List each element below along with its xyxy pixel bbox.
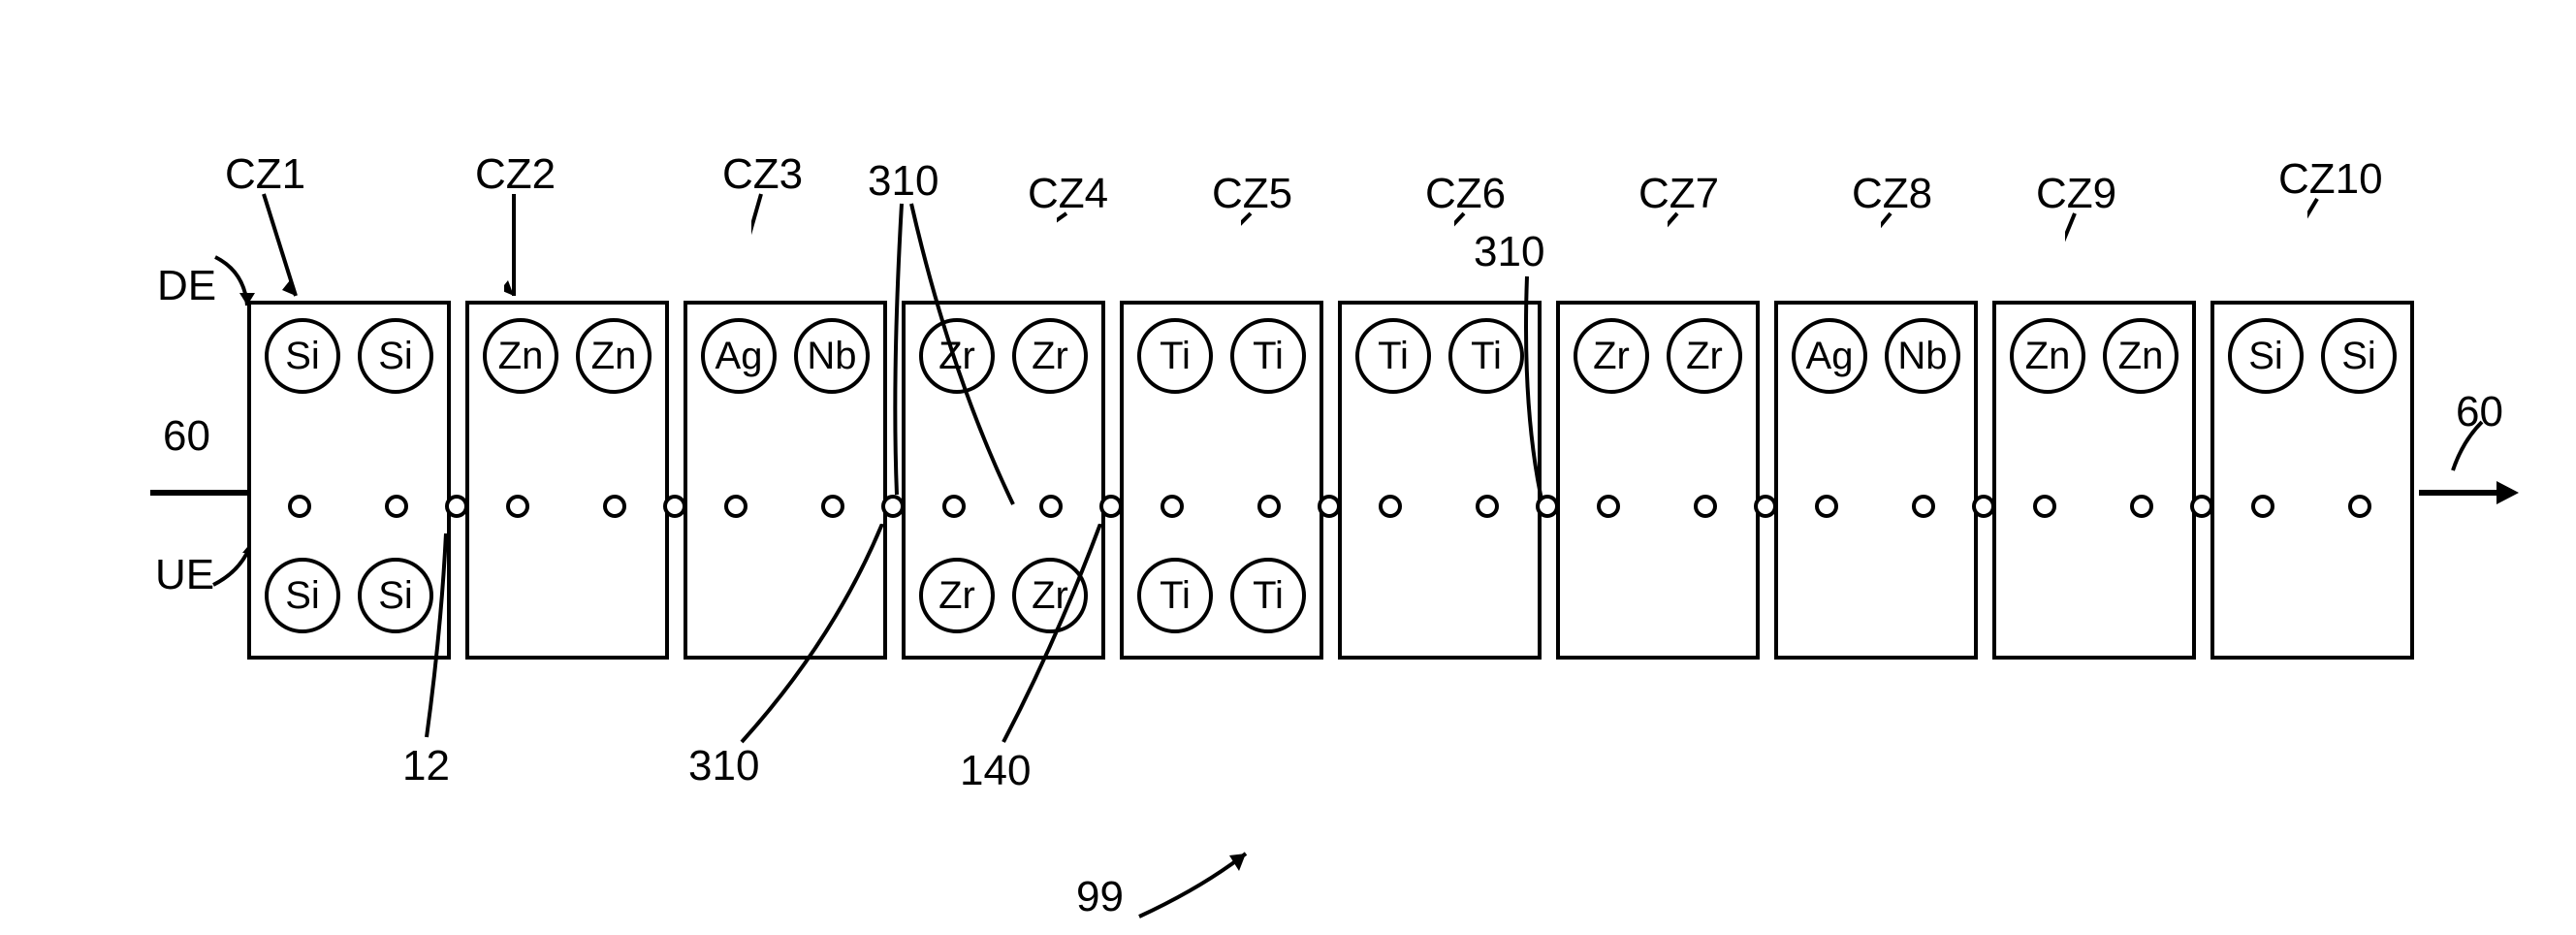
ref-140: 140: [960, 747, 1031, 795]
leader-140: [999, 524, 1115, 752]
roller: [385, 495, 408, 518]
roller: [2130, 495, 2153, 518]
leader-12: [417, 533, 465, 747]
target-upper: Ag: [1792, 318, 1867, 394]
roller: [1597, 495, 1620, 518]
roller: [1476, 495, 1499, 518]
roller: [603, 495, 626, 518]
target-lower: Zr: [919, 558, 995, 633]
ue-label: UE: [155, 551, 214, 599]
target-upper: Si: [2228, 318, 2304, 394]
roller: [1257, 495, 1281, 518]
de-label: DE: [157, 262, 216, 310]
leader-310-right: [1512, 272, 1571, 504]
target-upper: Ti: [1355, 318, 1431, 394]
roller: [2348, 495, 2371, 518]
leader-310-bottom: [737, 524, 892, 747]
target-upper: Zr: [1574, 318, 1649, 394]
ref-99: 99: [1076, 873, 1124, 921]
leader-310-top: [882, 199, 1047, 519]
flow-label-left: 60: [163, 412, 210, 461]
zone-arrow-cz3: [751, 189, 829, 306]
roller: [1694, 495, 1717, 518]
roller: [2251, 495, 2274, 518]
target-upper: Zn: [2010, 318, 2085, 394]
target-upper: Nb: [1885, 318, 1960, 394]
target-upper: Ag: [701, 318, 777, 394]
leader-99: [1134, 844, 1260, 931]
roller: [288, 495, 311, 518]
target-upper: Ti: [1137, 318, 1213, 394]
target-lower: Ti: [1137, 558, 1213, 633]
roller: [1379, 495, 1402, 518]
target-lower: Ti: [1230, 558, 1306, 633]
target-upper: Zn: [2103, 318, 2178, 394]
zone-arrow-cz10: [2307, 194, 2385, 310]
target-upper: Si: [2321, 318, 2397, 394]
target-upper: Si: [265, 318, 340, 394]
coating-zone-diagram: CZ1CZ2CZ3CZ4CZ5CZ6CZ7CZ8CZ9CZ10 DE UE 60…: [116, 78, 2492, 757]
roller: [1815, 495, 1838, 518]
roller: [1161, 495, 1184, 518]
target-upper: Zn: [483, 318, 558, 394]
roller: [506, 495, 529, 518]
target-lower: Si: [265, 558, 340, 633]
target-upper: Zr: [1667, 318, 1742, 394]
target-upper: Nb: [794, 318, 870, 394]
ref-310-bottom: 310: [688, 742, 759, 790]
flow-right-hook: [2443, 412, 2492, 480]
target-upper: Zn: [576, 318, 652, 394]
roller: [724, 495, 747, 518]
roller: [2033, 495, 2056, 518]
ref-310-right: 310: [1474, 228, 1544, 276]
roller: [1912, 495, 1935, 518]
zone-arrow-cz2: [504, 189, 582, 306]
ref-12: 12: [402, 742, 450, 790]
target-upper: Ti: [1230, 318, 1306, 394]
target-upper: Si: [358, 318, 433, 394]
roller: [821, 495, 844, 518]
